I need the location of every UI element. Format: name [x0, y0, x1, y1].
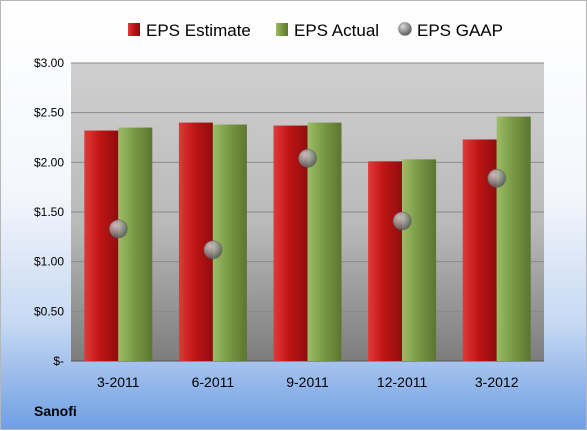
legend-swatch-estimate: [128, 23, 140, 36]
gaap-points: [108, 148, 507, 260]
legend-swatch-gaap: [398, 22, 412, 36]
y-tick-label: $2.00: [34, 155, 64, 169]
legend-swatch-actual: [276, 23, 288, 36]
y-tick-label: $1.50: [34, 205, 64, 219]
legend-label: EPS Estimate: [146, 21, 251, 40]
x-tick-label: 6-2011: [192, 374, 235, 390]
eps-estimate-bar: [368, 161, 403, 361]
x-tick-label: 3-2011: [97, 374, 140, 390]
bars: [84, 116, 531, 361]
eps-gaap-point: [392, 211, 412, 231]
y-tick-label: $1.00: [34, 255, 64, 269]
eps-gaap-point: [298, 148, 317, 168]
y-axis-ticks: $- $0.50 $1.00 $1.50 $2.00 $2.50 $3.00: [34, 56, 64, 368]
legend-label: EPS GAAP: [417, 21, 503, 40]
x-tick-label: 9-2011: [286, 374, 329, 390]
eps-actual-bar: [496, 116, 531, 361]
eps-gaap-point: [108, 219, 128, 239]
eps-actual-bar: [402, 159, 437, 361]
eps-estimate-bar: [84, 130, 119, 361]
y-tick-label: $3.00: [34, 56, 64, 70]
y-tick-label: $2.50: [34, 106, 64, 120]
y-tick-label: $0.50: [34, 304, 64, 318]
eps-actual-bar: [118, 127, 153, 361]
eps-gaap-point: [203, 240, 223, 260]
eps-estimate-bar: [178, 122, 213, 361]
x-axis-labels: 3-2011 6-2011 9-2011 12-2011 3-2012: [97, 374, 519, 390]
y-tick-label: $-: [53, 354, 64, 368]
company-name: Sanofi: [34, 403, 77, 419]
legend: EPS Estimate EPS Actual EPS GAAP: [128, 21, 503, 40]
legend-label: EPS Actual: [294, 21, 379, 40]
x-tick-label: 3-2012: [475, 374, 519, 390]
eps-gaap-point: [487, 168, 507, 188]
x-tick-label: 12-2011: [377, 374, 428, 390]
